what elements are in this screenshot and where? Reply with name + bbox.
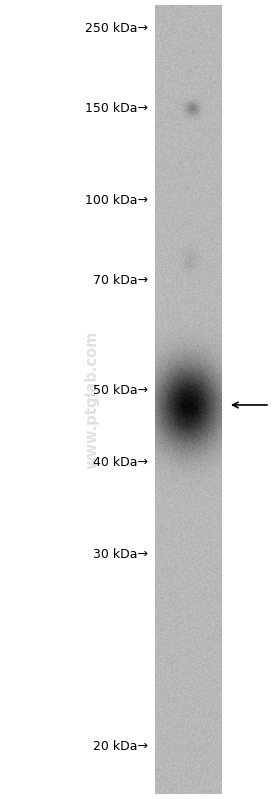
Text: 20 kDa→: 20 kDa→: [93, 741, 148, 753]
Text: 150 kDa→: 150 kDa→: [85, 101, 148, 114]
Text: www.ptglab.com: www.ptglab.com: [85, 330, 100, 469]
Text: 40 kDa→: 40 kDa→: [93, 455, 148, 468]
Text: 100 kDa→: 100 kDa→: [85, 193, 148, 206]
Text: 250 kDa→: 250 kDa→: [85, 22, 148, 34]
Text: 70 kDa→: 70 kDa→: [93, 273, 148, 287]
Text: 50 kDa→: 50 kDa→: [93, 384, 148, 396]
Text: 30 kDa→: 30 kDa→: [93, 548, 148, 562]
